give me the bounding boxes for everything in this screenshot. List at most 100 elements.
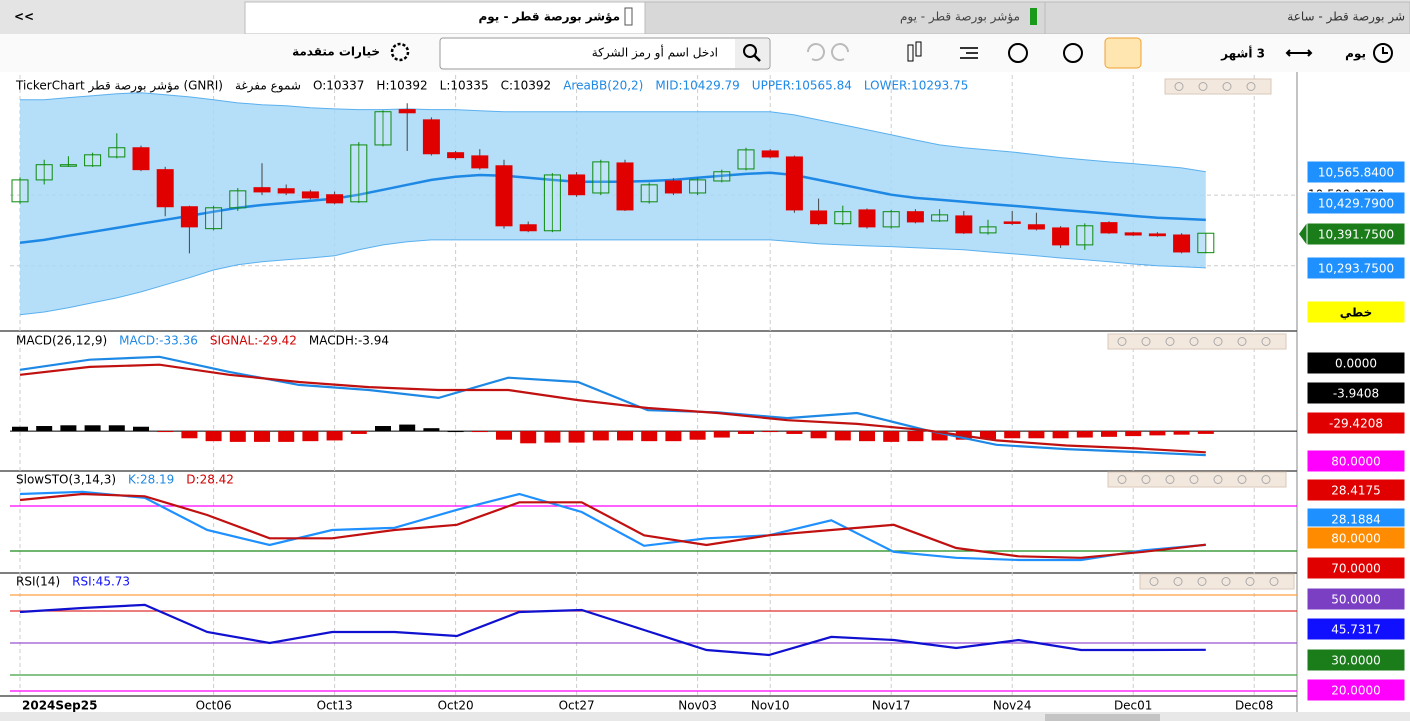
histogram-bar xyxy=(883,431,900,442)
icon[interactable] xyxy=(1008,43,1028,63)
gear-icon[interactable] xyxy=(390,42,410,62)
histogram-bar xyxy=(762,431,779,433)
candle-body xyxy=(398,109,416,114)
icon[interactable] xyxy=(907,44,914,62)
candle-body xyxy=(519,224,537,232)
icon[interactable] xyxy=(915,41,922,57)
tab-scroll[interactable]: << xyxy=(14,10,34,24)
histogram-bar xyxy=(738,431,754,434)
price-label xyxy=(1306,617,1406,641)
period[interactable]: يوم xyxy=(1345,47,1366,62)
histogram-bar xyxy=(592,431,609,441)
candle-body xyxy=(689,179,707,194)
price-label xyxy=(1306,648,1406,672)
candle-body xyxy=(664,180,682,194)
panel-button[interactable] xyxy=(1237,337,1247,346)
panel-button[interactable] xyxy=(1261,475,1271,484)
search-button[interactable] xyxy=(735,39,769,68)
panel-button[interactable] xyxy=(1222,82,1232,91)
range-icon[interactable] xyxy=(1285,49,1313,57)
candle-body xyxy=(616,162,634,211)
price-label-text: خطي xyxy=(1340,306,1372,320)
histogram-bar xyxy=(326,431,343,441)
range[interactable]: 3 أشهر xyxy=(1220,46,1265,61)
histogram-bar xyxy=(1101,431,1117,437)
panel-button[interactable] xyxy=(1246,82,1256,91)
tab[interactable] xyxy=(1044,1,1410,35)
panel-button[interactable] xyxy=(1245,577,1255,586)
histogram-bar xyxy=(254,431,270,442)
panel-button[interactable] xyxy=(1213,475,1223,484)
tab-label[interactable]: مؤشر بورصة قطر - يوم xyxy=(478,10,620,25)
advanced-options[interactable]: خيارات متقدمة xyxy=(292,45,380,59)
candle-body xyxy=(35,164,53,181)
price-label xyxy=(1306,678,1406,702)
panel-button[interactable] xyxy=(1198,82,1208,91)
panel-controls xyxy=(1107,471,1287,488)
panel-button[interactable] xyxy=(1117,475,1127,484)
band-mid xyxy=(19,171,1206,245)
candle-body xyxy=(737,149,755,170)
band-lower xyxy=(19,239,1206,316)
x-tick-label: Oct13 xyxy=(317,699,353,713)
panel-button[interactable] xyxy=(1141,475,1151,484)
candle-body xyxy=(422,119,440,155)
price-label xyxy=(1306,256,1406,280)
panel-button[interactable] xyxy=(1141,337,1151,346)
panel-button[interactable] xyxy=(1237,475,1247,484)
panel-button[interactable] xyxy=(1269,577,1279,586)
panel-button[interactable] xyxy=(1197,577,1207,586)
panel-button[interactable] xyxy=(1173,577,1183,586)
tab-color xyxy=(1030,8,1037,25)
indicator-line xyxy=(19,492,1206,559)
search-placeholder[interactable]: ادخل اسم أو رمز الشركة xyxy=(592,45,718,61)
price-label xyxy=(1306,526,1406,550)
panel-button[interactable] xyxy=(1174,82,1184,91)
histogram-bar xyxy=(471,431,488,433)
panel-button[interactable] xyxy=(1213,337,1223,346)
candle-body xyxy=(301,191,319,199)
clock-icon[interactable] xyxy=(1373,43,1393,63)
price-label-text: 20.0000 xyxy=(1331,684,1381,698)
legend-item: AreaBB(20,2) xyxy=(563,79,643,93)
draw-tool[interactable] xyxy=(1104,37,1142,69)
x-tick-label: Dec08 xyxy=(1235,699,1274,713)
candle-body xyxy=(1173,234,1191,253)
tab-label[interactable]: شر بورصة قطر - ساعة xyxy=(1287,10,1405,25)
candle-body xyxy=(543,174,561,232)
undo-redo[interactable] xyxy=(807,43,849,62)
icon[interactable] xyxy=(1063,43,1083,63)
panel-button[interactable] xyxy=(1149,577,1159,586)
price-label-text: 10,391.7500 xyxy=(1318,228,1394,242)
candle-body xyxy=(979,226,997,234)
panel-button[interactable] xyxy=(1189,337,1199,346)
candle-body xyxy=(11,179,29,203)
candle-body xyxy=(84,154,102,167)
price-label xyxy=(1306,351,1406,375)
icon[interactable] xyxy=(960,47,978,59)
panel-button[interactable] xyxy=(1189,475,1199,484)
candle-body xyxy=(326,194,344,204)
candle-body xyxy=(132,147,150,171)
legend-item: MACD(26,12,9) xyxy=(16,334,107,348)
panel-button[interactable] xyxy=(1221,577,1231,586)
band-upper xyxy=(20,92,1206,173)
candle-body xyxy=(253,187,271,193)
panel-button[interactable] xyxy=(1261,337,1271,346)
scrollbar[interactable] xyxy=(0,712,1410,721)
panel-button[interactable] xyxy=(1165,337,1175,346)
price-label xyxy=(1306,300,1406,324)
scroll-thumb[interactable] xyxy=(1045,714,1160,721)
histogram-bar xyxy=(834,431,851,441)
histogram-bar xyxy=(1125,431,1142,437)
search-box[interactable] xyxy=(439,37,771,70)
legend-item: MID:10429.79 xyxy=(655,79,739,93)
panel-button[interactable] xyxy=(1117,337,1127,346)
histogram-bar xyxy=(496,431,512,440)
candle-body xyxy=(495,165,513,227)
histogram-bar xyxy=(84,425,101,432)
tab-label[interactable]: مؤشر بورصة قطر - يوم xyxy=(900,10,1020,25)
panel-button[interactable] xyxy=(1165,475,1175,484)
tab-active[interactable] xyxy=(244,1,646,35)
